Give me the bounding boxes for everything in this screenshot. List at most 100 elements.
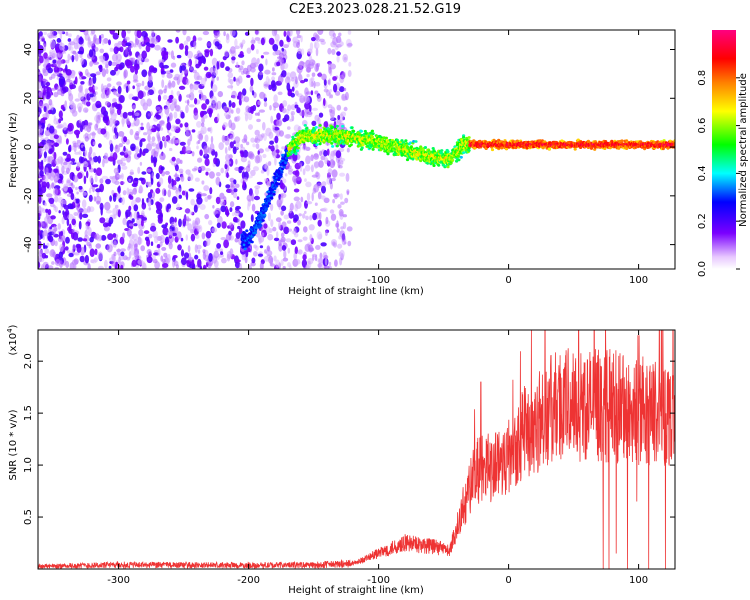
spectrogram-cell: [343, 57, 347, 61]
spectrogram-cell: [89, 93, 94, 98]
spectrogram-cell: [250, 77, 254, 87]
spectrogram-cell: [208, 109, 212, 118]
spectrogram-cell: [264, 69, 271, 75]
spectrogram-cell: [326, 159, 330, 164]
spectrogram-cell: [121, 118, 125, 128]
spectrogram-cell: [330, 94, 334, 99]
spectrogram-cell: [342, 71, 346, 79]
spectrogram-cell: [58, 110, 63, 119]
spectrogram-cell: [184, 45, 189, 51]
spectrogram-cell: [256, 118, 261, 123]
spectrogram-cell: [94, 234, 98, 240]
spectrogram-cell: [47, 209, 52, 216]
spectrogram-cell: [220, 61, 225, 68]
spectrogram-cell: [78, 85, 83, 93]
spectrogram-cell: [157, 247, 161, 257]
spectrogram-cell: [65, 69, 72, 76]
spectrogram-cell: [284, 134, 291, 139]
spectrogram-cell: [199, 165, 206, 171]
spectrogram-cell: [186, 94, 192, 98]
spectrogram-cell: [330, 213, 337, 221]
spectrogram-cell: [270, 219, 274, 228]
spectrogram-cell: [170, 221, 178, 228]
spectrogram-cell: [146, 98, 152, 107]
spectrogram-cell: [141, 69, 148, 78]
spectrogram-cell: [80, 57, 85, 65]
spectrogram-cell: [259, 91, 266, 99]
spectrogram-cell: [73, 264, 77, 269]
spectrogram-cell: [311, 37, 316, 42]
spectrogram-cell: [38, 101, 44, 109]
spectrogram-cell: [203, 185, 210, 192]
spectrogram-cell: [98, 143, 102, 148]
spectrogram-cell: [162, 263, 169, 268]
spectrogram-cell: [62, 161, 68, 166]
spectrogram-cell: [308, 224, 315, 231]
spectrogram-cell: [194, 244, 198, 253]
spectrogram-cell: [76, 207, 83, 212]
spectrogram-cell: [291, 86, 295, 92]
spectrogram-cell: [205, 171, 209, 176]
spectrogram-cell: [196, 196, 203, 205]
spectrogram-cell: [336, 51, 341, 56]
spectrogram-cell: [287, 126, 291, 130]
spectrogram-cell: [282, 100, 288, 107]
spectrogram-cell: [151, 38, 158, 45]
spectrogram-cell: [126, 187, 130, 196]
spectrogram-cell: [335, 90, 341, 96]
spectrogram-cell: [281, 221, 287, 228]
spectrogram-cell: [343, 87, 347, 92]
spectrogram-cell: [307, 244, 314, 253]
spectrogram-cell: [231, 212, 235, 217]
spectrogram-cell: [127, 111, 134, 116]
spectrogram-cell: [43, 151, 48, 159]
spectrogram-cell: [174, 172, 178, 181]
spectrogram-cell: [350, 126, 354, 129]
spectrogram-cell: [100, 92, 106, 99]
spectrogram-cell: [269, 105, 272, 111]
spectrogram-cell: [120, 251, 125, 257]
spectrogram-cell: [266, 250, 273, 257]
spectrogram-cell: [69, 80, 73, 85]
spectrogram-cell: [203, 66, 209, 71]
spectrogram-cell: [283, 44, 289, 49]
spectrogram-cell: [140, 61, 143, 65]
spectrogram-cell: [180, 65, 186, 71]
spectrogram-cell: [174, 164, 179, 172]
spectrogram-cell: [296, 146, 300, 150]
spectrogram-cell: [245, 105, 251, 113]
spectrogram-cell: [88, 153, 92, 163]
spectrogram-cell: [170, 62, 177, 68]
spectrogram-cell: [258, 109, 265, 113]
spectrogram-cell: [332, 199, 335, 204]
spectrogram-cell: [296, 30, 301, 36]
spectrogram-cell: [347, 70, 352, 77]
spectrogram-cell: [139, 139, 143, 148]
spectrogram-cell: [41, 252, 47, 259]
spectrogram-cell: [38, 163, 44, 171]
spectrogram-cell: [337, 159, 341, 169]
spectrogram-cell: [314, 126, 318, 129]
spectrogram-cell: [573, 147, 577, 151]
spectrogram-cell: [54, 206, 58, 213]
spectrogram-cell: [293, 252, 298, 260]
spectrogram-cell: [238, 227, 243, 235]
spectrogram-cell: [102, 73, 106, 78]
spectrogram-cell: [87, 226, 92, 236]
spectrogram-cell: [185, 129, 191, 133]
spectrogram-cell: [318, 160, 324, 168]
spectrogram-cell: [186, 35, 191, 42]
spectrogram-cell: [185, 169, 191, 175]
spectrogram-cell: [246, 74, 251, 78]
spectrogram-cell: [311, 120, 317, 127]
spectrogram-cell: [191, 259, 195, 266]
spectrogram-cell: [209, 187, 213, 195]
spectrogram-cell: [127, 150, 132, 156]
spectrogram-cell: [306, 111, 313, 116]
spectrogram-cell: [71, 110, 78, 117]
spectrogram-cell: [304, 178, 307, 183]
spectrogram-cell: [163, 252, 168, 258]
spectrogram-cell: [273, 106, 276, 111]
spectrogram-cell: [130, 243, 133, 249]
